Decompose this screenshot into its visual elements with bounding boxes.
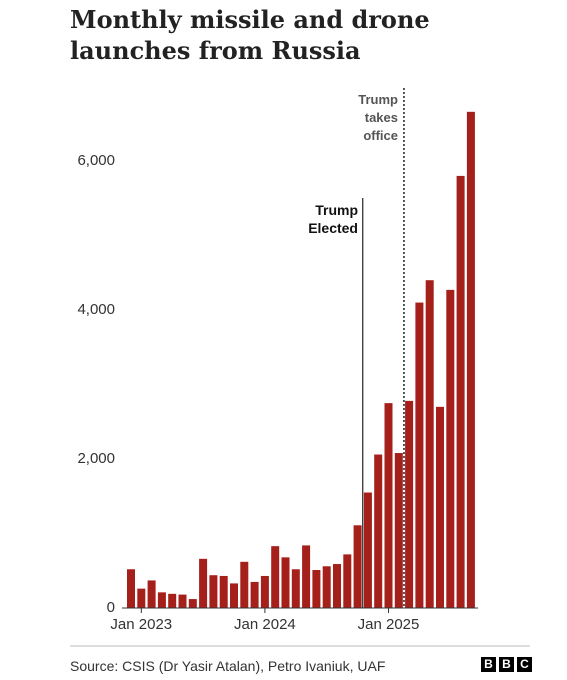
bar	[168, 593, 177, 608]
bar	[230, 583, 238, 608]
annotation: Trump Elected	[308, 202, 358, 236]
bar	[302, 545, 311, 608]
bar	[446, 289, 455, 608]
bar	[199, 558, 208, 608]
annotation: Trump takes office	[358, 92, 398, 143]
logo: B B C	[481, 657, 532, 672]
logo-letter: B	[481, 657, 496, 672]
bar	[157, 592, 166, 608]
bar	[353, 525, 362, 608]
bar	[137, 588, 146, 608]
bar	[178, 594, 187, 608]
logo-letter: C	[517, 657, 532, 672]
bar	[188, 599, 197, 608]
bar	[384, 403, 393, 608]
bar	[333, 564, 341, 608]
bar	[127, 569, 135, 608]
chart-title: Monthly missile and drone launches from …	[70, 5, 430, 65]
bar	[291, 569, 300, 608]
bar	[250, 581, 259, 608]
y-tick-label: 4,000	[77, 301, 115, 318]
bar	[415, 302, 424, 608]
bar	[363, 492, 372, 608]
bar	[436, 406, 444, 608]
y-tick-label: 2,000	[77, 450, 115, 467]
bar	[240, 561, 249, 608]
bar	[219, 575, 228, 608]
logo-letter: B	[499, 657, 514, 672]
source: Source: CSIS (Dr Yasir Atalan), Petro Iv…	[70, 658, 386, 674]
bar	[209, 575, 218, 608]
bar	[343, 554, 352, 608]
bar	[394, 453, 403, 608]
bar	[260, 575, 269, 608]
y-tick-label: 6,000	[77, 152, 115, 169]
bar	[425, 280, 434, 608]
bar	[322, 566, 331, 608]
bar	[312, 570, 321, 608]
bar	[405, 400, 414, 608]
bar	[466, 111, 475, 608]
bar	[271, 546, 280, 608]
bar	[456, 175, 465, 608]
x-tick-label: Jan 2023	[110, 616, 172, 633]
bar	[374, 454, 383, 608]
x-tick-label: Jan 2025	[358, 616, 420, 633]
x-tick-label: Jan 2024	[234, 616, 296, 633]
bar	[147, 580, 156, 608]
bar	[281, 557, 290, 608]
y-tick-label: 0	[107, 599, 115, 616]
